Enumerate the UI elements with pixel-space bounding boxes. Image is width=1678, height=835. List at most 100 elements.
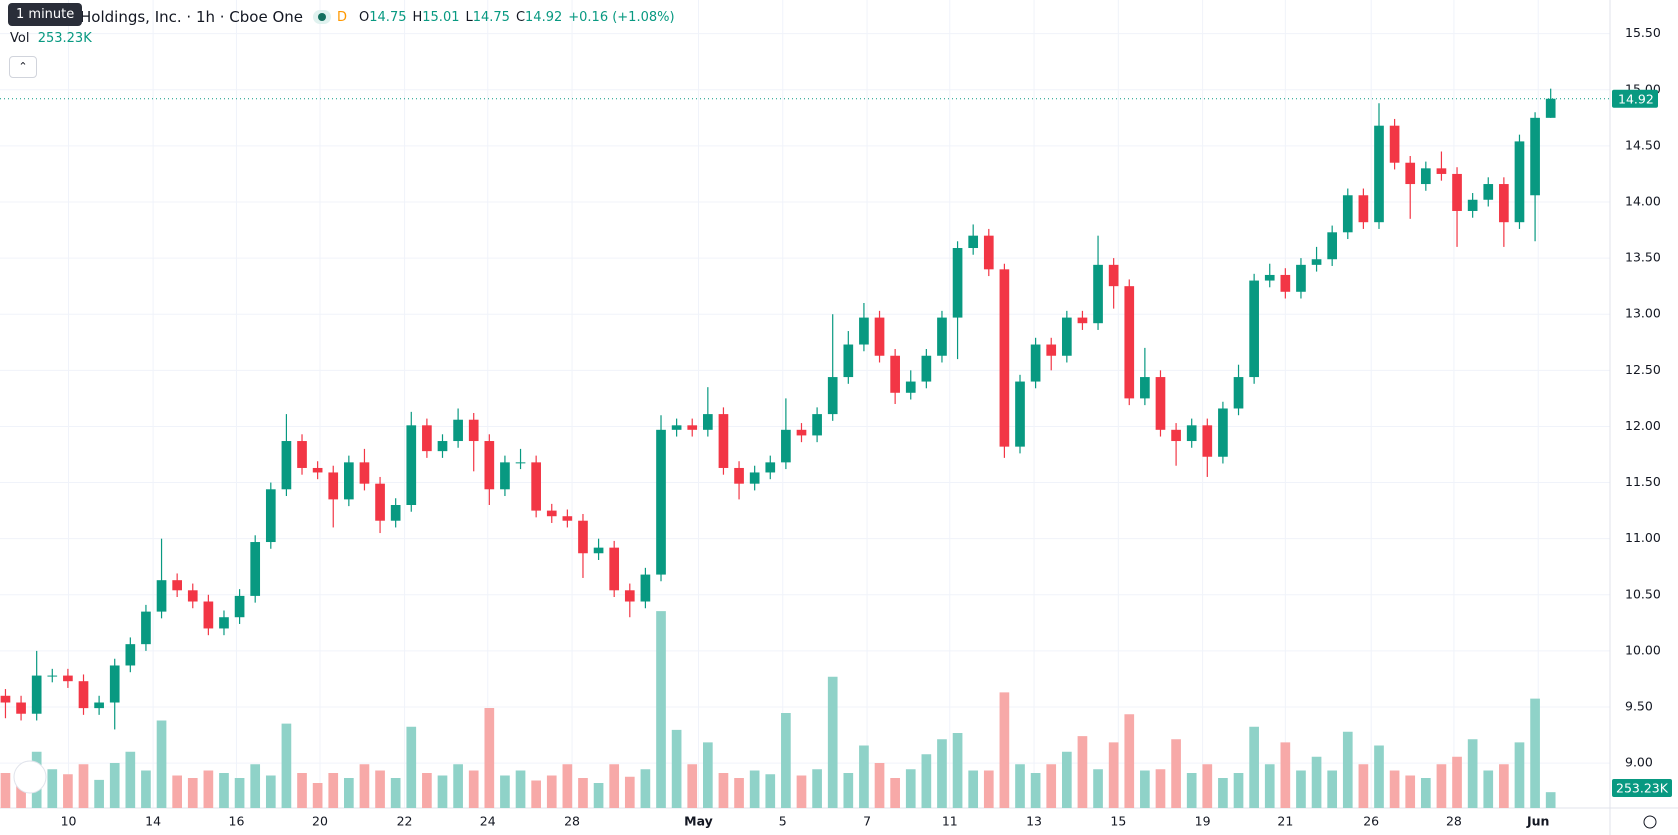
x-tick-label: 20 (312, 814, 328, 829)
volume-bar (874, 763, 885, 808)
candle-body (593, 547, 604, 554)
volume-bar (187, 778, 198, 808)
volume-tag (1612, 779, 1672, 797)
volume-bar (687, 764, 698, 808)
y-tick-label: 13.50 (1625, 250, 1661, 265)
volume-bar (1420, 778, 1431, 808)
ohlc-label: O (359, 9, 370, 25)
volume-bar (1374, 745, 1384, 808)
volume-bar (437, 775, 448, 808)
candle-body (406, 425, 417, 505)
volume-bar (1218, 778, 1228, 808)
candle-body (781, 429, 791, 463)
volume-bar (390, 778, 401, 808)
volume-bar (234, 778, 245, 808)
ohlc-value: 15.01 (422, 9, 460, 25)
candle-body (78, 681, 89, 709)
volume-bar (1405, 775, 1416, 808)
candle-body (1140, 377, 1150, 399)
volume-bar (765, 774, 776, 808)
candle-body (359, 462, 370, 484)
y-tick-label: 11.50 (1625, 474, 1661, 489)
collapse-button[interactable]: ⌃ (9, 56, 37, 78)
volume-bar (843, 773, 854, 808)
volume-bar (484, 708, 495, 808)
volume-bar (1327, 770, 1338, 808)
x-tick-label: 14 (145, 814, 161, 829)
candle-body (1327, 232, 1338, 260)
settings-icon[interactable] (1643, 815, 1657, 829)
x-tick-label: 28 (564, 814, 580, 829)
candle-body (94, 702, 104, 709)
volume-bar (0, 773, 11, 808)
y-tick-label: 10.00 (1625, 642, 1661, 657)
candle-body (531, 462, 541, 511)
volume-bar (624, 776, 635, 808)
volume-bar (1436, 764, 1447, 808)
candle-body (1420, 168, 1431, 185)
candle-body (1467, 199, 1478, 211)
candle-body (796, 429, 807, 436)
volume-bar (718, 773, 729, 808)
y-tick-label: 14.00 (1625, 194, 1661, 209)
x-tick-label: 5 (779, 814, 787, 829)
candle-body (968, 235, 979, 249)
candle-body (63, 675, 73, 682)
volume-bar (1311, 756, 1322, 808)
volume-bar (1249, 726, 1259, 808)
candle-body (1046, 344, 1057, 356)
candle-body (1311, 259, 1322, 265)
volume-bar (796, 775, 807, 808)
candle-body (1233, 377, 1244, 409)
volume-bar (1545, 792, 1556, 808)
candle-body (219, 617, 229, 629)
volume-bar (468, 770, 479, 808)
candle-body (484, 441, 495, 490)
candle-body (687, 425, 698, 430)
y-tick-label: 11.00 (1625, 530, 1661, 545)
y-tick-label: 13.00 (1625, 306, 1661, 321)
candle-body (578, 520, 588, 554)
volume-bar (999, 692, 1010, 808)
volume-bar (141, 770, 151, 808)
x-tick-label: 15 (1110, 814, 1126, 829)
candle-body (1483, 184, 1494, 200)
candle-body (265, 489, 276, 543)
volume-bar (1483, 770, 1494, 808)
candle-body (1249, 280, 1259, 378)
volume-bar (1452, 756, 1462, 808)
volume-bar (172, 775, 182, 808)
volume-bar (281, 723, 292, 808)
candle-body (1186, 425, 1197, 442)
candle-body (141, 611, 151, 645)
volume-bar (94, 779, 104, 808)
symbol-title: Holdings, Inc. · 1h · Cboe One (80, 8, 304, 26)
candle-body (156, 580, 167, 612)
volume-bar (453, 764, 463, 808)
x-tick-label: 11 (942, 814, 958, 829)
candle-body (702, 414, 713, 430)
candle-body (1108, 264, 1119, 287)
legend-header: Holdings, Inc. · 1h · Cboe One D O 14.75 … (0, 4, 681, 30)
volume-bar (203, 770, 214, 808)
candle-body (1530, 117, 1540, 196)
candle-body (1374, 125, 1384, 223)
volume-bar (749, 770, 760, 808)
candle-body (827, 377, 838, 415)
ohlc-value: 14.75 (472, 9, 510, 25)
volume-bar (359, 764, 370, 808)
volume-bar (250, 764, 261, 808)
candle-body (1389, 125, 1400, 163)
volume-bar (890, 778, 900, 808)
volume-bar (952, 733, 963, 808)
volume-bar (1186, 773, 1197, 808)
candle-body (312, 467, 323, 473)
candle-body (468, 419, 479, 442)
volume-bar (562, 764, 573, 808)
volume-bar (859, 745, 869, 808)
volume-bar (1093, 769, 1103, 808)
volume-bar (593, 783, 604, 808)
volume-bar (1140, 770, 1150, 808)
